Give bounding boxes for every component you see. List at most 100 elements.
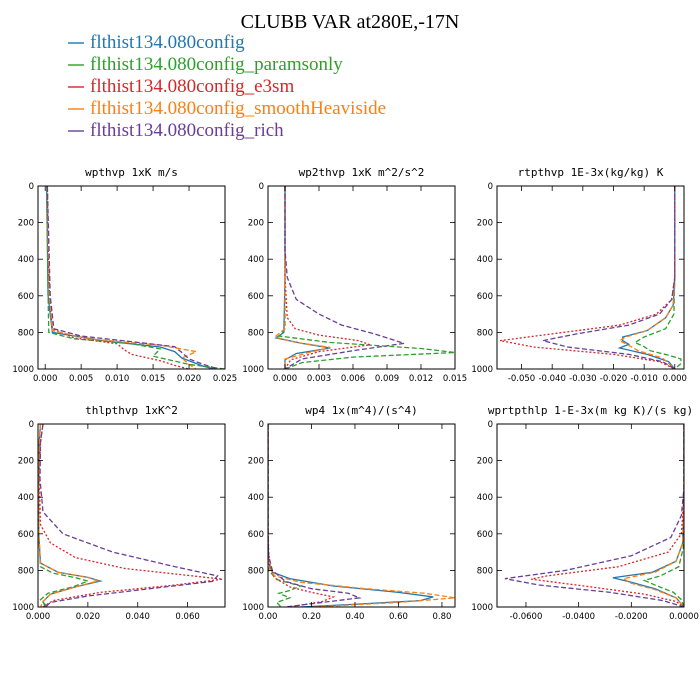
y-tick-label: 200 [477, 457, 493, 467]
series-line [642, 424, 684, 607]
series-line [38, 424, 103, 607]
plot-frame [496, 423, 685, 608]
y-tick-label: 200 [248, 457, 264, 467]
y-tick-label: 400 [18, 255, 34, 265]
chart-panel: rtpthvp 1E-3x(kg/kg) K 0 200 400 600 800 1000 -… [471, 166, 687, 384]
panel-title: wp2thvp 1xK m^2/s^2 [299, 166, 425, 179]
y-tick-label: 0 [488, 182, 493, 192]
series-line [284, 186, 371, 369]
series-line [38, 424, 101, 607]
x-tick-label: -0.050 [508, 374, 535, 384]
chart-panel: wp2thvp 1xK m^2/s^2 0 200 400 600 800 1000 0.00… [242, 166, 467, 384]
series-line [46, 186, 219, 369]
x-tick-label: 0.40 [346, 612, 365, 622]
x-tick-label: -0.010 [630, 374, 657, 384]
series-line [633, 186, 682, 369]
series-line [617, 186, 676, 369]
series-line [621, 424, 684, 607]
series-line [504, 424, 684, 607]
y-tick-label: 800 [18, 566, 34, 576]
x-tick-label: 0.60 [389, 612, 408, 622]
x-tick-label: -0.030 [569, 374, 596, 384]
chart-panel: wprtpthlp 1-E-3x(m kg K)/(s kg) 0 200 400 60… [471, 404, 699, 622]
series-line [531, 424, 684, 607]
x-tick-label: 0.000 [273, 374, 297, 384]
plot-frame [496, 185, 685, 370]
y-tick-label: 400 [248, 493, 264, 503]
y-tick-label: 0 [488, 420, 493, 430]
x-tick-label: 0.015 [141, 374, 165, 384]
series-line [618, 186, 676, 369]
series-line [45, 186, 215, 369]
x-tick-label: 0.010 [105, 374, 129, 384]
x-tick-label: -0.0200 [615, 612, 648, 622]
x-tick-label: 0.060 [175, 612, 199, 622]
plot-frame [267, 185, 456, 370]
x-tick-label: -0.0600 [510, 612, 543, 622]
panel-title: rtpthvp 1E-3x(kg/kg) K [518, 166, 664, 179]
panel-title: thlpthvp 1xK^2 [85, 404, 178, 417]
x-tick-label: 0.015 [443, 374, 467, 384]
x-tick-label: 0.020 [177, 374, 201, 384]
series-line [278, 186, 455, 369]
y-tick-label: 400 [18, 493, 34, 503]
x-tick-label: 0.006 [341, 374, 365, 384]
series-line [39, 424, 219, 607]
y-tick-label: 600 [477, 292, 493, 302]
x-tick-label: 0.0000 [669, 612, 699, 622]
series-line [45, 186, 225, 369]
series-line [542, 186, 676, 369]
y-tick-label: 400 [477, 255, 493, 265]
legend-label: flthist134.080config_smoothHeaviside [90, 98, 386, 119]
y-tick-label: 1000 [12, 365, 34, 375]
x-tick-label: 0.000 [26, 612, 50, 622]
legend-label: flthist134.080config_paramsonly [90, 54, 343, 75]
x-tick-label: 0.020 [76, 612, 100, 622]
series-line [38, 424, 223, 607]
x-tick-label: 0.00 [259, 612, 278, 622]
y-tick-label: 400 [248, 255, 264, 265]
panel-title: wp4 1x(m^4)/(s^4) [305, 404, 418, 417]
y-tick-label: 1000 [471, 603, 493, 613]
x-tick-label: -0.040 [538, 374, 565, 384]
y-tick-label: 200 [248, 219, 264, 229]
x-tick-label: 0.012 [409, 374, 433, 384]
y-tick-label: 200 [18, 219, 34, 229]
plot-frame [37, 423, 226, 608]
x-tick-label: -0.020 [600, 374, 627, 384]
y-tick-label: 600 [477, 530, 493, 540]
x-tick-label: -0.0400 [562, 612, 595, 622]
y-tick-label: 0 [29, 182, 34, 192]
plot-frame [37, 185, 226, 370]
y-tick-label: 800 [248, 566, 264, 576]
series-line [268, 424, 434, 607]
y-tick-label: 400 [477, 493, 493, 503]
y-tick-label: 0 [259, 420, 264, 430]
y-tick-label: 0 [29, 420, 34, 430]
y-tick-label: 600 [248, 530, 264, 540]
panel-title: wpthvp 1xK m/s [85, 166, 178, 179]
y-tick-label: 1000 [242, 365, 264, 375]
y-tick-label: 200 [477, 219, 493, 229]
x-tick-label: 0.040 [126, 612, 150, 622]
figure-title: CLUBB VAR at280E,-17N [241, 11, 460, 33]
y-tick-label: 1000 [12, 603, 34, 613]
x-tick-label: 0.80 [432, 612, 451, 622]
y-tick-label: 0 [259, 182, 264, 192]
y-tick-label: 600 [248, 292, 264, 302]
legend-label: flthist134.080config_e3sm [90, 76, 294, 97]
plot-frame [267, 423, 456, 608]
y-tick-label: 800 [477, 566, 493, 576]
x-tick-label: 0.000 [33, 374, 57, 384]
legend: flthist134.080configflthist134.080config… [68, 32, 386, 141]
y-tick-label: 800 [477, 328, 493, 338]
y-tick-label: 600 [18, 292, 34, 302]
panel-title: wprtpthlp 1-E-3x(m kg K)/(s kg) [488, 404, 693, 417]
series-line [46, 186, 199, 369]
y-tick-label: 200 [18, 457, 34, 467]
x-tick-label: 0.009 [375, 374, 399, 384]
